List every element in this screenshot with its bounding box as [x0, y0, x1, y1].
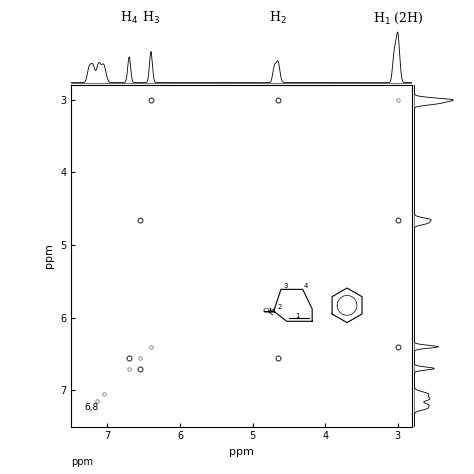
Text: H$_3$: H$_3$ — [142, 10, 160, 27]
Text: 2: 2 — [277, 304, 282, 310]
Text: 4: 4 — [304, 283, 309, 290]
Text: H$_2$: H$_2$ — [269, 10, 287, 27]
Text: 6,8: 6,8 — [84, 403, 99, 412]
Text: 3: 3 — [283, 283, 288, 290]
Text: H$_1$ (2H): H$_1$ (2H) — [373, 11, 423, 27]
Y-axis label: ppm: ppm — [45, 244, 55, 268]
Text: 1: 1 — [295, 312, 300, 319]
Text: H$_4$: H$_4$ — [120, 10, 138, 27]
Text: OH: OH — [262, 307, 276, 315]
Text: ppm: ppm — [71, 457, 93, 467]
X-axis label: ppm: ppm — [229, 447, 254, 457]
